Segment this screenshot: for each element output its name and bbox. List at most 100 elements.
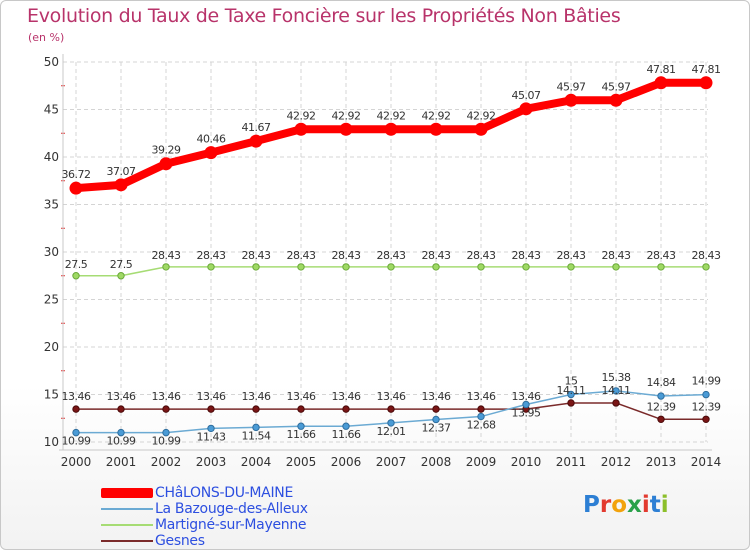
legend-label-gesnes: Gesnes [155,533,205,549]
logo-letter: i [641,492,650,518]
data-label-chalons: 42.92 [467,109,496,122]
x-tick-label: 2005 [286,455,317,469]
data-label-martigne: 28.43 [692,249,721,262]
data-point-chalons [204,146,218,160]
data-label-martigne: 28.43 [557,249,586,262]
data-point-la-bazouge [432,415,440,424]
x-tick-label: 2013 [646,455,677,469]
x-tick-label: 2011 [556,455,587,469]
data-point-gesnes [387,405,395,413]
data-label-martigne: 28.43 [377,249,406,262]
logo-letter: o [611,492,628,518]
x-tick-label: 2010 [511,455,542,469]
data-point-la-bazouge [702,390,710,399]
data-label-martigne: 28.43 [647,249,676,262]
chart-title: Evolution du Taux de Taxe Foncière sur l… [27,5,621,27]
data-label-la-bazouge: 10.99 [107,435,136,448]
x-tick-label: 2008 [421,455,452,469]
data-label-martigne: 28.43 [467,249,496,262]
data-label-chalons: 42.92 [422,109,451,122]
data-point-martigne [477,263,485,271]
data-label-martigne: 28.43 [152,249,181,262]
data-point-martigne [522,263,530,271]
data-label-chalons: 45.97 [602,80,631,93]
data-point-chalons [564,93,578,107]
data-label-la-bazouge: 10.99 [62,435,91,448]
data-point-gesnes [72,405,80,413]
data-label-chalons: 45.97 [557,80,586,93]
x-tick-label: 2003 [196,455,227,469]
data-label-la-bazouge: 11.66 [287,428,316,441]
data-point-chalons [339,122,353,136]
x-tick-label: 2001 [106,455,137,469]
data-point-martigne [162,263,170,271]
data-point-la-bazouge [342,422,350,430]
x-tick-label: 2000 [61,455,92,469]
logo-letter: t [649,492,661,518]
data-point-martigne [702,263,710,271]
data-point-gesnes [117,405,125,413]
data-point-chalons [159,157,173,171]
data-point-martigne [432,263,440,271]
data-label-gesnes: 14.11 [602,384,631,397]
x-tick-label: 2009 [466,455,497,469]
y-tick-label: 15 [44,388,59,402]
legend-label-la-bazouge: La Bazouge-des-Alleux [155,501,308,517]
data-label-martigne: 28.43 [332,249,361,262]
legend-swatch-chalons [101,488,153,498]
data-label-la-bazouge: 12.01 [377,425,406,438]
data-point-chalons [294,122,308,136]
data-label-gesnes: 13.46 [242,390,271,403]
data-point-martigne [342,263,350,271]
data-point-la-bazouge [252,423,260,432]
data-label-chalons: 41.67 [242,121,271,134]
y-tick-label: 35 [44,198,59,212]
data-label-la-bazouge: 11.43 [197,430,226,443]
y-tick-label: 40 [44,150,59,164]
legend-label-chalons: CHâLONS-DU-MAINE [155,485,293,501]
data-label-gesnes: 13.46 [332,390,361,403]
data-label-la-bazouge: 12.68 [467,419,496,432]
proxiti-logo: Proxiti [583,492,669,518]
data-point-la-bazouge [162,428,170,437]
data-point-gesnes [207,405,215,413]
data-label-la-bazouge: 11.66 [332,428,361,441]
data-label-martigne: 27.5 [65,258,88,271]
data-point-martigne [207,263,215,271]
data-label-chalons: 40.46 [197,133,226,146]
data-label-martigne: 27.5 [110,258,133,271]
data-label-la-bazouge: 14.99 [692,375,721,388]
data-label-la-bazouge: 15.38 [602,371,631,384]
data-point-martigne [612,263,620,271]
data-label-chalons: 36.72 [62,168,91,181]
data-point-gesnes [297,405,305,413]
data-point-martigne [657,263,665,271]
data-label-chalons: 42.92 [287,109,316,122]
data-label-gesnes: 14.11 [557,384,586,397]
data-label-gesnes: 13.46 [377,390,406,403]
data-label-gesnes: 13.46 [107,390,136,403]
y-tick-label: 10 [44,435,59,449]
data-label-la-bazouge: 15 [565,375,578,388]
x-tick-label: 2014 [691,455,722,469]
data-point-la-bazouge [387,419,395,427]
data-label-la-bazouge: 11.54 [242,429,271,442]
data-label-la-bazouge: 14.84 [647,376,676,389]
logo-letter: P [583,492,600,518]
data-point-la-bazouge [657,392,665,400]
data-point-la-bazouge [72,428,80,437]
data-point-gesnes [432,405,440,413]
data-point-chalons [384,122,398,136]
data-point-martigne [387,263,395,271]
data-label-gesnes: 13.46 [197,390,226,403]
legend-label-martigne: Martigné-sur-Mayenne [155,517,307,533]
data-label-martigne: 28.43 [512,249,541,262]
data-label-gesnes: 12.39 [692,400,721,413]
data-point-martigne [297,263,305,271]
data-point-chalons [114,178,128,192]
chart-unit-label: (en %) [28,31,65,44]
data-point-gesnes [252,405,260,413]
data-point-gesnes [567,399,575,407]
y-tick-label: 45 [44,103,59,117]
